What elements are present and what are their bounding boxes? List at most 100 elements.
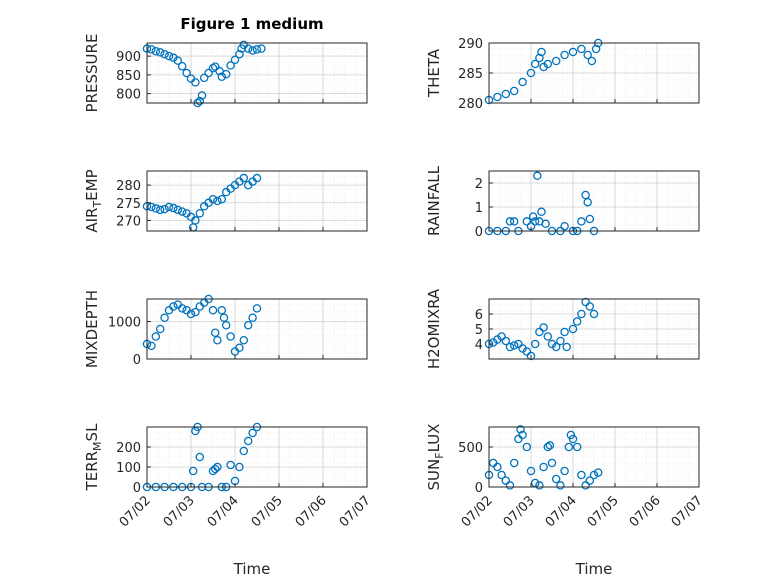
data-point bbox=[543, 332, 553, 341]
data-point bbox=[195, 209, 205, 218]
data-point bbox=[493, 462, 502, 472]
data-point bbox=[252, 45, 262, 54]
data-point bbox=[219, 313, 229, 322]
data-point bbox=[501, 336, 511, 346]
data-point bbox=[213, 196, 222, 206]
data-point bbox=[537, 47, 546, 57]
panel-7: 0 100 200 TERRMSL 07/02 07/03 07/04 07/05 07/06 0… bbox=[83, 422, 374, 530]
y-tick-label: 0 bbox=[475, 225, 483, 240]
data-point bbox=[151, 204, 161, 213]
data-point bbox=[243, 44, 253, 53]
data-point bbox=[562, 342, 571, 352]
y-tick-label: 270 bbox=[116, 214, 141, 229]
data-point bbox=[197, 91, 207, 100]
data-point bbox=[514, 339, 523, 349]
axes-box bbox=[146, 426, 368, 488]
data-point bbox=[235, 343, 244, 352]
data-point bbox=[210, 62, 220, 71]
data-point bbox=[533, 171, 542, 181]
data-point bbox=[160, 313, 169, 322]
y-tick-label: 4 bbox=[475, 338, 483, 353]
data-point bbox=[585, 214, 595, 224]
y-tick-label: 200 bbox=[116, 441, 141, 456]
data-point bbox=[204, 68, 213, 78]
data-point bbox=[177, 62, 187, 71]
data-point bbox=[589, 309, 599, 319]
data-point bbox=[226, 61, 235, 70]
panel-3: 270 275 280 AIRTEMP bbox=[83, 169, 368, 233]
data-point bbox=[560, 327, 569, 337]
data-point bbox=[147, 341, 156, 351]
axes-box bbox=[146, 298, 368, 360]
panel-5: 0 1000 MIXDEPTH bbox=[83, 290, 368, 368]
y-axis-label: AIRTEMP bbox=[83, 169, 104, 232]
x-tick-label: 07/03 bbox=[161, 493, 198, 530]
data-point bbox=[577, 217, 586, 226]
data-point bbox=[516, 425, 525, 434]
panel-2: 280 285 290 THETA bbox=[425, 37, 700, 112]
figure-title: Figure 1 medium bbox=[180, 15, 323, 33]
y-tick-label: 285 bbox=[458, 67, 483, 82]
data-point bbox=[173, 205, 183, 215]
data-point bbox=[226, 460, 235, 470]
data-point bbox=[177, 207, 187, 216]
data-point bbox=[147, 45, 156, 54]
y-tick-label: 290 bbox=[458, 37, 483, 52]
y-axis-label: SUNFLUX bbox=[425, 424, 446, 491]
data-point bbox=[160, 204, 169, 214]
y-tick-label: 0 bbox=[133, 353, 141, 368]
data-point bbox=[217, 72, 227, 82]
x-axis-label-right: Time bbox=[575, 560, 613, 578]
data-point bbox=[188, 466, 198, 476]
data-point bbox=[577, 44, 586, 54]
x-tick-label: 07/03 bbox=[501, 493, 538, 530]
panel-6: 456 H2OMIXRA bbox=[425, 288, 700, 369]
y-tick-label: 280 bbox=[116, 179, 141, 194]
data-point bbox=[593, 468, 603, 477]
data-point bbox=[235, 462, 244, 472]
data-point bbox=[541, 219, 550, 229]
data-point bbox=[583, 50, 592, 60]
data-point bbox=[556, 336, 565, 346]
y-tick-label: 2 bbox=[475, 177, 483, 192]
data-point bbox=[199, 73, 209, 83]
data-point bbox=[547, 458, 557, 468]
y-tick-label: 850 bbox=[116, 69, 141, 84]
data-point bbox=[589, 470, 599, 480]
y-tick-label: 5 bbox=[475, 323, 483, 338]
data-point bbox=[239, 335, 249, 345]
data-point bbox=[560, 466, 569, 476]
data-point bbox=[221, 69, 231, 79]
data-point bbox=[581, 297, 590, 307]
x-tick-label: 07/02 bbox=[117, 493, 154, 530]
y-tick-label: 1000 bbox=[108, 316, 141, 331]
data-point bbox=[526, 466, 536, 476]
data-point bbox=[522, 347, 532, 356]
y-tick-label: 800 bbox=[116, 88, 141, 103]
data-point bbox=[151, 47, 161, 56]
y-tick-label: 1 bbox=[475, 201, 483, 216]
data-point bbox=[581, 481, 590, 490]
data-point bbox=[151, 332, 161, 341]
panel-4: 0 1 2 RAINFALL bbox=[425, 165, 700, 240]
data-point bbox=[568, 434, 578, 444]
data-point bbox=[213, 462, 222, 472]
data-point bbox=[213, 335, 222, 345]
data-point bbox=[522, 217, 532, 226]
data-point bbox=[501, 89, 511, 99]
data-point bbox=[208, 194, 218, 204]
data-point bbox=[566, 430, 576, 440]
data-point bbox=[497, 470, 506, 480]
y-axis-label: TERRMSL bbox=[83, 423, 104, 492]
data-point bbox=[243, 436, 253, 446]
data-point bbox=[177, 304, 187, 313]
data-point bbox=[173, 56, 183, 65]
data-point bbox=[210, 464, 220, 474]
data-point bbox=[572, 442, 582, 452]
data-point bbox=[545, 441, 555, 450]
x-tick-label: 07/05 bbox=[585, 493, 622, 530]
data-point bbox=[539, 462, 548, 472]
y-axis-label: H2OMIXRA bbox=[425, 288, 443, 369]
data-point bbox=[493, 92, 502, 102]
x-axis-label-left: Time bbox=[233, 560, 271, 578]
